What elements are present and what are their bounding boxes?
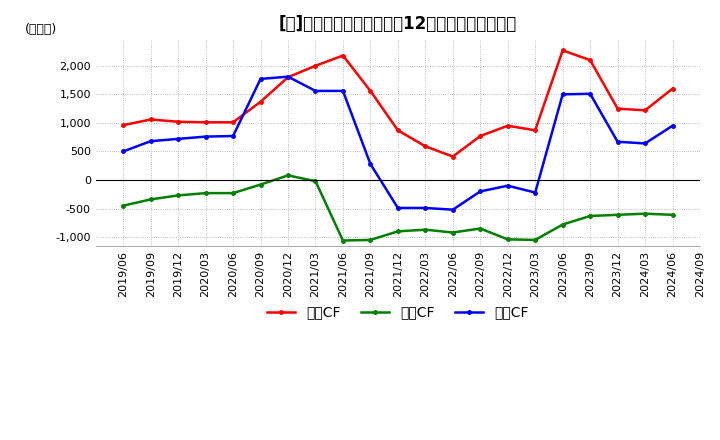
Line: フリCF: フリCF bbox=[122, 75, 674, 211]
投賄CF bbox=[641, 211, 649, 216]
投賄CF bbox=[531, 237, 539, 242]
営業CF bbox=[394, 128, 402, 133]
投賄CF bbox=[366, 237, 374, 242]
投賄CF bbox=[119, 203, 127, 208]
フリCF bbox=[338, 88, 347, 94]
Line: 営業CF: 営業CF bbox=[122, 49, 674, 158]
営業CF bbox=[202, 120, 210, 125]
営業CF bbox=[229, 120, 238, 125]
営業CF bbox=[421, 144, 430, 149]
フリCF bbox=[394, 205, 402, 211]
営業CF bbox=[531, 128, 539, 133]
投賄CF bbox=[146, 197, 155, 202]
営業CF bbox=[503, 123, 512, 128]
営業CF bbox=[641, 108, 649, 113]
フリCF bbox=[586, 91, 595, 96]
フリCF bbox=[421, 205, 430, 211]
フリCF bbox=[146, 139, 155, 144]
投賄CF bbox=[394, 229, 402, 234]
営業CF bbox=[256, 99, 265, 104]
フリCF bbox=[449, 207, 457, 213]
営業CF bbox=[146, 117, 155, 122]
投賄CF bbox=[476, 226, 485, 231]
投賄CF bbox=[202, 191, 210, 196]
フリCF bbox=[476, 189, 485, 194]
Y-axis label: (百万円): (百万円) bbox=[25, 23, 58, 36]
フリCF bbox=[119, 149, 127, 154]
投賄CF bbox=[311, 179, 320, 184]
営業CF bbox=[449, 154, 457, 159]
営業CF bbox=[338, 53, 347, 58]
フリCF bbox=[503, 183, 512, 188]
営業CF bbox=[586, 58, 595, 63]
フリCF bbox=[256, 76, 265, 81]
フリCF bbox=[202, 134, 210, 139]
投賄CF bbox=[449, 230, 457, 235]
営業CF bbox=[366, 88, 374, 94]
フリCF bbox=[558, 92, 567, 97]
投賄CF bbox=[229, 191, 238, 196]
フリCF bbox=[366, 161, 374, 167]
営業CF bbox=[668, 86, 677, 91]
営業CF bbox=[174, 119, 182, 125]
投賄CF bbox=[586, 213, 595, 219]
Line: 投賄CF: 投賄CF bbox=[122, 174, 674, 242]
営業CF bbox=[119, 123, 127, 128]
営業CF bbox=[613, 106, 622, 111]
投賄CF bbox=[503, 237, 512, 242]
フリCF bbox=[311, 88, 320, 94]
フリCF bbox=[284, 74, 292, 79]
投賄CF bbox=[668, 212, 677, 217]
フリCF bbox=[613, 139, 622, 144]
フリCF bbox=[174, 136, 182, 142]
営業CF bbox=[558, 48, 567, 53]
Legend: 営業CF, 投賄CF, フリCF: 営業CF, 投賄CF, フリCF bbox=[261, 300, 534, 325]
投賄CF bbox=[256, 182, 265, 187]
フリCF bbox=[229, 133, 238, 139]
Title: [甀]　キャッシュフローの12か月移動合計の推移: [甀] キャッシュフローの12か月移動合計の推移 bbox=[279, 15, 517, 33]
投賄CF bbox=[558, 222, 567, 227]
投賄CF bbox=[613, 212, 622, 217]
投賄CF bbox=[421, 227, 430, 232]
投賄CF bbox=[284, 173, 292, 178]
投賄CF bbox=[338, 238, 347, 243]
営業CF bbox=[311, 63, 320, 69]
フリCF bbox=[531, 190, 539, 195]
フリCF bbox=[641, 141, 649, 146]
フリCF bbox=[668, 123, 677, 128]
投賄CF bbox=[174, 193, 182, 198]
営業CF bbox=[284, 75, 292, 80]
営業CF bbox=[476, 133, 485, 139]
